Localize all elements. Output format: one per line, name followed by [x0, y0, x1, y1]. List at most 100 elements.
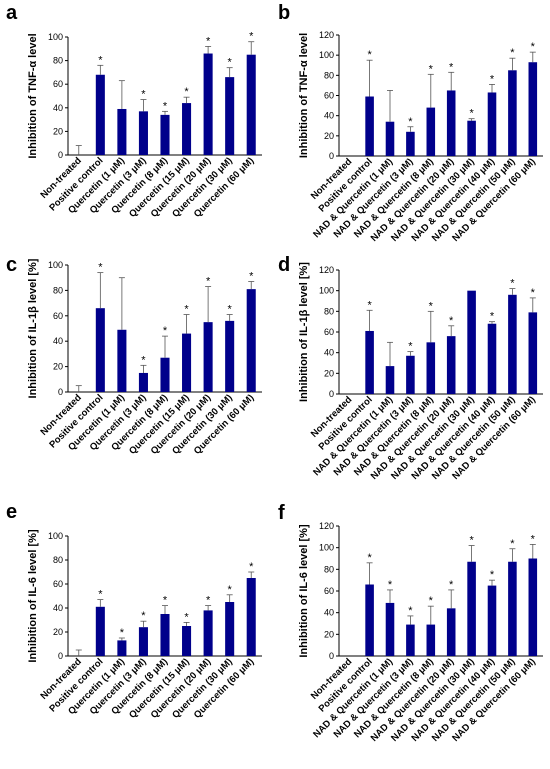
bar [160, 614, 170, 656]
y-tick-label: 40 [53, 103, 63, 113]
y-tick-label: 100 [48, 260, 63, 270]
chart-panel-e: e 0 20 40 60 80 100 Inhibition of IL-6 level [… [0, 500, 270, 764]
bar [138, 111, 148, 155]
y-axis-label: Inhibition of TNF-α level [298, 33, 310, 158]
bar [508, 70, 517, 156]
bar [467, 290, 476, 394]
panel-letter-b: b [278, 2, 291, 24]
bar [182, 333, 192, 392]
chart-panel-f: f 0 20 40 60 80 100 120 Inhibition of IL-6 leve… [275, 500, 550, 764]
bar [225, 320, 235, 392]
bar [246, 54, 256, 156]
y-tick-label: 80 [53, 56, 63, 66]
significance-star: * [408, 341, 413, 353]
y-tick-label: 100 [48, 32, 63, 42]
significance-star: * [408, 116, 413, 128]
y-axis-label: Inhibition of TNF-α level [27, 33, 39, 158]
significance-star: * [163, 100, 168, 112]
significance-star: * [228, 584, 233, 596]
bar [406, 624, 415, 656]
significance-star: * [141, 354, 146, 366]
panel-letter-f: f [278, 502, 285, 524]
bar [467, 561, 476, 656]
y-tick-label: 20 [53, 362, 63, 372]
chart-e-svg: 0 20 40 60 80 100 Inhibition of IL-6 level [%]… [27, 529, 262, 721]
bar [385, 366, 395, 394]
panel-letter-e: e [6, 501, 18, 523]
chart-b-svg: 0 20 40 60 80 100 120 Inhibition of TNF-α level… [298, 30, 543, 244]
y-tick-label: 0 [58, 150, 63, 160]
chart-panel-c: c 0 20 40 60 80 100 Inhibition of IL-1β level … [0, 254, 270, 500]
y-axis-label: Inhibition of IL-1β level [%] [298, 262, 310, 402]
y-tick-label: 0 [329, 389, 334, 399]
bar [528, 558, 538, 656]
chart-panel-a: a 0 20 40 60 80 100 Inhibition of TNF-α level N… [0, 0, 270, 246]
significance-star: * [163, 595, 168, 607]
y-tick-label: 80 [324, 70, 334, 80]
significance-star: * [449, 579, 454, 591]
y-tick-label: 80 [324, 306, 334, 316]
chart-panel-d: d 0 20 40 60 80 100 120 Inhibition of IL-1β lev… [275, 254, 550, 500]
bar [426, 624, 436, 656]
significance-star: * [141, 610, 146, 622]
significance-star: * [469, 108, 474, 120]
panel-letter-c: c [6, 254, 18, 276]
significance-star: * [98, 262, 103, 274]
significance-star: * [367, 552, 372, 564]
significance-star: * [531, 533, 536, 545]
y-tick-label: 60 [324, 327, 334, 337]
y-tick-label: 100 [48, 531, 63, 541]
significance-star: * [184, 86, 189, 98]
bar [246, 289, 256, 392]
y-axis-label: Inhibition of IL-6 level [%] [27, 529, 39, 663]
bar [117, 640, 127, 656]
bar [182, 626, 192, 656]
y-tick-label: 20 [53, 126, 63, 136]
bar [406, 355, 415, 394]
y-tick-label: 20 [324, 629, 334, 639]
bar [446, 336, 456, 394]
significance-star: * [490, 569, 495, 581]
bar [467, 120, 476, 156]
significance-star: * [206, 35, 211, 47]
y-tick-label: 60 [53, 79, 63, 89]
chart-panel-b: b 0 20 40 60 80 100 120 Inhibition of TNF-α lev… [275, 0, 550, 250]
y-tick-label: 20 [324, 368, 334, 378]
significance-star: * [449, 61, 454, 73]
significance-star: * [429, 595, 434, 607]
bar [203, 322, 213, 392]
bar [528, 62, 538, 156]
bar [225, 602, 235, 656]
y-tick-label: 20 [53, 627, 63, 637]
bar [487, 323, 497, 394]
y-tick-label: 0 [58, 387, 63, 397]
bar [117, 329, 127, 392]
significance-star: * [429, 63, 434, 75]
bar [160, 357, 170, 392]
bar [138, 627, 148, 656]
bar [446, 90, 456, 156]
y-tick-label: 40 [324, 348, 334, 358]
significance-star: * [249, 561, 254, 573]
significance-star: * [228, 304, 233, 316]
significance-star: * [388, 579, 393, 591]
bar [203, 610, 213, 656]
y-tick-label: 60 [324, 586, 334, 596]
significance-star: * [184, 611, 189, 623]
bar [117, 108, 127, 155]
bar [95, 74, 105, 155]
y-tick-label: 100 [319, 50, 334, 60]
significance-star: * [490, 73, 495, 85]
y-tick-label: 60 [53, 311, 63, 321]
bar [365, 330, 374, 394]
significance-star: * [163, 325, 168, 337]
significance-star: * [141, 89, 146, 101]
y-tick-label: 40 [53, 336, 63, 346]
y-tick-label: 40 [324, 608, 334, 618]
significance-star: * [367, 49, 372, 61]
bar [365, 96, 374, 156]
significance-star: * [449, 315, 454, 327]
y-tick-label: 120 [319, 30, 334, 40]
significance-star: * [510, 47, 515, 59]
y-tick-label: 40 [324, 111, 334, 121]
